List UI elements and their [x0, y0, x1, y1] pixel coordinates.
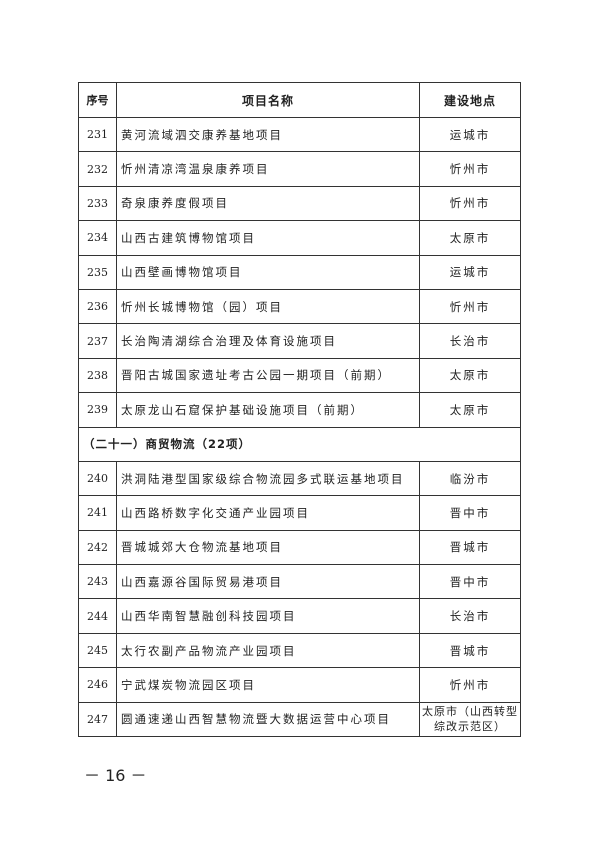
- cell-project-name: 山西嘉源谷国际贸易港项目: [116, 564, 420, 600]
- cell-serial: 236: [78, 288, 117, 325]
- cell-serial: 235: [78, 254, 117, 290]
- section-heading: （二十一）商贸物流（22项）: [78, 426, 521, 462]
- table-row: 231 黄河流域泗交康养基地项目 运城市: [78, 116, 521, 153]
- cell-project-name: 黄河流域泗交康养基地项目: [116, 116, 420, 153]
- cell-project-name: 长治陶清湖综合治理及体育设施项目: [116, 323, 420, 359]
- table-row: 241 山西路桥数字化交通产业园项目 晋中市: [78, 495, 521, 531]
- cell-project-name: 山西古建筑博物馆项目: [116, 220, 420, 256]
- cell-serial: 242: [78, 529, 117, 566]
- table-row: 245 太行农副产品物流产业园项目 晋城市: [78, 632, 521, 669]
- cell-serial: 246: [78, 667, 117, 703]
- cell-serial: 238: [78, 357, 117, 394]
- table-row: 244 山西华南智慧融创科技园项目 长治市: [78, 598, 521, 634]
- cell-location: 忻州市: [419, 185, 521, 222]
- cell-serial: 241: [78, 495, 117, 531]
- cell-project-name: 山西壁画博物馆项目: [116, 254, 420, 290]
- cell-project-name: 太原龙山石窟保护基础设施项目（前期）: [116, 392, 420, 428]
- cell-location: 长治市: [419, 323, 521, 359]
- cell-project-name: 奇泉康养度假项目: [116, 185, 420, 222]
- cell-serial: 243: [78, 564, 117, 600]
- cell-location: 忻州市: [419, 151, 521, 187]
- cell-serial: 247: [78, 701, 117, 738]
- header-project-name: 项目名称: [116, 82, 420, 118]
- table-row: 237 长治陶清湖综合治理及体育设施项目 长治市: [78, 323, 521, 359]
- table-row: 232 忻州清凉湾温泉康养项目 忻州市: [78, 151, 521, 187]
- cell-serial: 234: [78, 220, 117, 256]
- cell-project-name: 山西路桥数字化交通产业园项目: [116, 495, 420, 531]
- cell-location: 太原市: [419, 357, 521, 394]
- cell-project-name: 洪洞陆港型国家级综合物流园多式联运基地项目: [116, 460, 420, 497]
- header-serial: 序号: [78, 82, 117, 118]
- cell-serial: 232: [78, 151, 117, 187]
- cell-location: 长治市: [419, 598, 521, 634]
- cell-location: 晋中市: [419, 564, 521, 600]
- cell-location: 晋城市: [419, 632, 521, 669]
- table-row: 235 山西壁画博物馆项目 运城市: [78, 254, 521, 290]
- page-number: － 16 －: [84, 766, 147, 785]
- cell-location: 晋中市: [419, 495, 521, 531]
- table-row: 247 圆通速递山西智慧物流暨大数据运营中心项目 太原市（山西转型综改示范区）: [78, 701, 521, 738]
- cell-location: 运城市: [419, 254, 521, 290]
- cell-serial: 237: [78, 323, 117, 359]
- cell-project-name: 圆通速递山西智慧物流暨大数据运营中心项目: [116, 701, 420, 738]
- cell-location: 临汾市: [419, 460, 521, 497]
- table-header-row: 序号 项目名称 建设地点: [78, 82, 521, 118]
- table-row: 239 太原龙山石窟保护基础设施项目（前期） 太原市: [78, 392, 521, 428]
- cell-project-name: 忻州清凉湾温泉康养项目: [116, 151, 420, 187]
- table-body-a: 231 黄河流域泗交康养基地项目 运城市 232 忻州清凉湾温泉康养项目 忻州市 233 奇泉…: [78, 116, 521, 428]
- table-row: 234 山西古建筑博物馆项目 太原市: [78, 220, 521, 256]
- table-body-b: 240 洪洞陆港型国家级综合物流园多式联运基地项目 临汾市 241 山西路桥数字化交通产…: [78, 460, 521, 738]
- cell-location: 太原市: [419, 220, 521, 256]
- cell-project-name: 忻州长城博物馆（园）项目: [116, 288, 420, 325]
- cell-location: 太原市（山西转型综改示范区）: [419, 701, 521, 738]
- cell-project-name: 太行农副产品物流产业园项目: [116, 632, 420, 669]
- header-location: 建设地点: [419, 82, 521, 118]
- cell-serial: 240: [78, 460, 117, 497]
- cell-location: 运城市: [419, 116, 521, 153]
- cell-location: 忻州市: [419, 288, 521, 325]
- table-row: 233 奇泉康养度假项目 忻州市: [78, 185, 521, 222]
- cell-location: 太原市: [419, 392, 521, 428]
- cell-serial: 244: [78, 598, 117, 634]
- cell-serial: 239: [78, 392, 117, 428]
- cell-project-name: 晋城城郊大仓物流基地项目: [116, 529, 420, 566]
- table-row: 242 晋城城郊大仓物流基地项目 晋城市: [78, 529, 521, 566]
- cell-location: 晋城市: [419, 529, 521, 566]
- section-row: （二十一）商贸物流（22项）: [78, 426, 521, 462]
- table-row: 246 宁武煤炭物流园区项目 忻州市: [78, 667, 521, 703]
- table-row: 243 山西嘉源谷国际贸易港项目 晋中市: [78, 564, 521, 600]
- table-row: 236 忻州长城博物馆（园）项目 忻州市: [78, 288, 521, 325]
- table-row: 240 洪洞陆港型国家级综合物流园多式联运基地项目 临汾市: [78, 460, 521, 497]
- cell-location: 忻州市: [419, 667, 521, 703]
- cell-project-name: 宁武煤炭物流园区项目: [116, 667, 420, 703]
- cell-project-name: 晋阳古城国家遗址考古公园一期项目（前期）: [116, 357, 420, 394]
- cell-serial: 231: [78, 116, 117, 153]
- cell-serial: 245: [78, 632, 117, 669]
- cell-project-name: 山西华南智慧融创科技园项目: [116, 598, 420, 634]
- table-row: 238 晋阳古城国家遗址考古公园一期项目（前期） 太原市: [78, 357, 521, 394]
- cell-serial: 233: [78, 185, 117, 222]
- project-table: 序号 项目名称 建设地点 231 黄河流域泗交康养基地项目 运城市 232 忻州清凉湾温…: [78, 82, 521, 738]
